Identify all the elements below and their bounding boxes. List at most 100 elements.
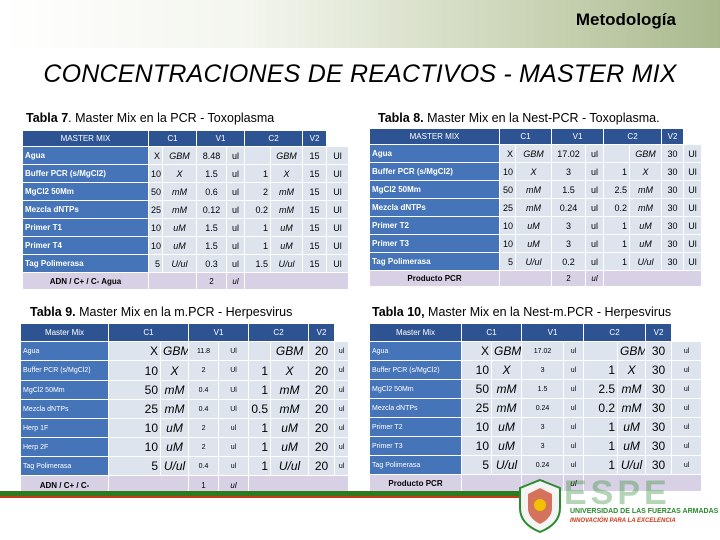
cell-value: GBM — [270, 146, 304, 165]
reagent-name: Mezcla dNTPs — [369, 398, 462, 418]
cell-value: Ul — [683, 234, 703, 253]
cell-value: 0.4 — [188, 380, 220, 400]
table-row: Primer T3 10 uM 3 ul 1 uM 30 Ul — [369, 234, 703, 253]
cell-value: ul — [334, 360, 350, 381]
cell-value: X — [617, 360, 647, 380]
cell-value: uM — [159, 437, 190, 457]
footer-unit: ul — [226, 272, 246, 290]
cell-value: ul — [563, 436, 585, 456]
cell-value: 25 — [148, 200, 163, 219]
column-header: V1 — [551, 128, 605, 145]
cell-value: 1 — [603, 252, 631, 271]
cell-value: 30 — [661, 180, 685, 199]
table-row: Primer T2 10 uM 3 ul 1 uM 30 Ul — [369, 216, 703, 235]
cell-value: 20 — [308, 341, 336, 361]
cell-value: U/ul — [514, 252, 553, 271]
cell-value: 1 — [603, 216, 631, 235]
cell-value: mM — [629, 198, 663, 217]
cell-value: 0.5 — [248, 399, 272, 419]
table-row: Buffer PCR (s/MgCl2) 10 X 3 ul 1 X 30 ul — [369, 360, 703, 380]
cell-value: 0.4 — [188, 456, 220, 476]
cell-value: mM — [629, 180, 663, 199]
cell-value: ul — [563, 455, 585, 475]
reagent-name: Agua — [369, 341, 462, 361]
cell-value: mM — [617, 379, 647, 399]
table-7-caption: Tabla 7. Master Mix en la PCR - Toxoplas… — [26, 111, 274, 125]
cell-value: 1 — [244, 164, 272, 183]
cell-value: Ul — [218, 341, 250, 361]
cell-value: Ul — [218, 360, 250, 381]
cell-value: 30 — [645, 341, 673, 361]
footer-spacer — [244, 272, 350, 290]
cell-value: X — [270, 164, 304, 183]
reagent-name: Tag Polimerasa — [20, 456, 109, 476]
cell-value: 50 — [148, 182, 163, 201]
reagent-name: Primer T3 — [369, 436, 462, 456]
table-8-caption-text: Master Mix en la Nest-PCR - Toxoplasma. — [423, 111, 660, 125]
cell-value: Ul — [326, 254, 350, 273]
table-row: Mezcla dNTPs 25 mM 0.4 Ul 0.5 mM 20 ul — [20, 399, 350, 419]
cell-value: uM — [629, 216, 663, 235]
cell-value: 1 — [583, 417, 619, 437]
cell-value: uM — [514, 216, 553, 235]
table-row: Primer T4 10 uM 1.5 ul 1 uM 15 Ul — [22, 236, 350, 255]
cell-value: 50 — [108, 380, 161, 400]
column-header: C2 — [248, 323, 310, 342]
cell-value: uM — [617, 436, 647, 456]
reagent-name: Primer T1 — [22, 218, 149, 237]
table-7: MASTER MIX C1 V1 C2 V2 Agua X GBM 8.48 ul GBM 15 Ul… — [22, 130, 350, 290]
cell-value: ul — [334, 456, 350, 476]
cell-value: 30 — [661, 216, 685, 235]
cell-value: ul — [226, 146, 246, 165]
column-header: V2 — [308, 323, 336, 342]
footer-unit: ul — [585, 270, 605, 287]
column-header: V1 — [188, 323, 250, 342]
cell-value: 30 — [645, 417, 673, 437]
table-row: Agua X GBM 8.48 ul GBM 15 Ul — [22, 146, 350, 165]
cell-value — [244, 146, 272, 165]
cell-value: ul — [585, 180, 605, 199]
cell-value: ul — [563, 398, 585, 418]
reagent-name: Primer T3 — [369, 234, 500, 253]
cell-value: 50 — [461, 379, 492, 399]
cell-value: ul — [226, 254, 246, 273]
footer-red-line — [0, 496, 520, 498]
cell-value: ul — [585, 144, 605, 163]
page-title: CONCENTRACIONES DE REACTIVOS - MASTER MI… — [43, 60, 677, 88]
cell-value: mM — [514, 180, 553, 199]
footer-spacer — [248, 475, 350, 495]
cell-value: 20 — [308, 399, 336, 419]
espe-logo: ESPE UNIVERSIDAD DE LAS FUERZAS ARMADAS … — [512, 472, 720, 540]
cell-value: 15 — [302, 254, 328, 273]
cell-value: X — [490, 360, 523, 380]
cell-value: 17.02 — [551, 144, 587, 163]
table-9-caption: Tabla 9. Master Mix en la m.PCR - Herpes… — [30, 305, 292, 319]
table-row: Agua X GBM 17.02 ul GBM 30 ul — [369, 341, 703, 361]
table-7-caption-text: . Master Mix en la PCR - Toxoplasma — [68, 111, 275, 125]
cell-value: 30 — [645, 398, 673, 418]
cell-value: GBM — [490, 341, 523, 361]
table-row: Mezcla dNTPs 25 mM 0.24 ul 0.2 mM 30 ul — [369, 398, 703, 418]
cell-value: Ul — [326, 146, 350, 165]
cell-value: 1.5 — [521, 379, 565, 399]
table-row: Buffer PCR (s/MgCl2) 10 X 1.5 ul 1 X 15 Ul — [22, 164, 350, 183]
cell-value: 15 — [302, 218, 328, 237]
footer-spacer — [147, 272, 198, 290]
cell-value: 10 — [148, 236, 163, 255]
cell-value: 1 — [603, 162, 631, 181]
cell-value: 2.5 — [603, 180, 631, 199]
column-header: C1 — [107, 323, 190, 342]
cell-value: 25 — [461, 398, 492, 418]
column-header: Master Mix — [369, 323, 462, 342]
cell-value: ul — [671, 398, 703, 418]
cell-value: uM — [161, 218, 198, 237]
footer-value: 2 — [196, 272, 228, 290]
reagent-name: Agua — [369, 144, 500, 163]
cell-value: 20 — [308, 360, 336, 381]
cell-value: Ul — [326, 200, 350, 219]
table-row: Agua X GBM 17.02 ul GBM 30 Ul — [369, 144, 703, 163]
cell-value: 30 — [645, 379, 673, 399]
logo-university-name: UNIVERSIDAD DE LAS FUERZAS ARMADAS — [570, 508, 719, 515]
cell-value: mM — [490, 398, 523, 418]
cell-value: 30 — [645, 436, 673, 456]
